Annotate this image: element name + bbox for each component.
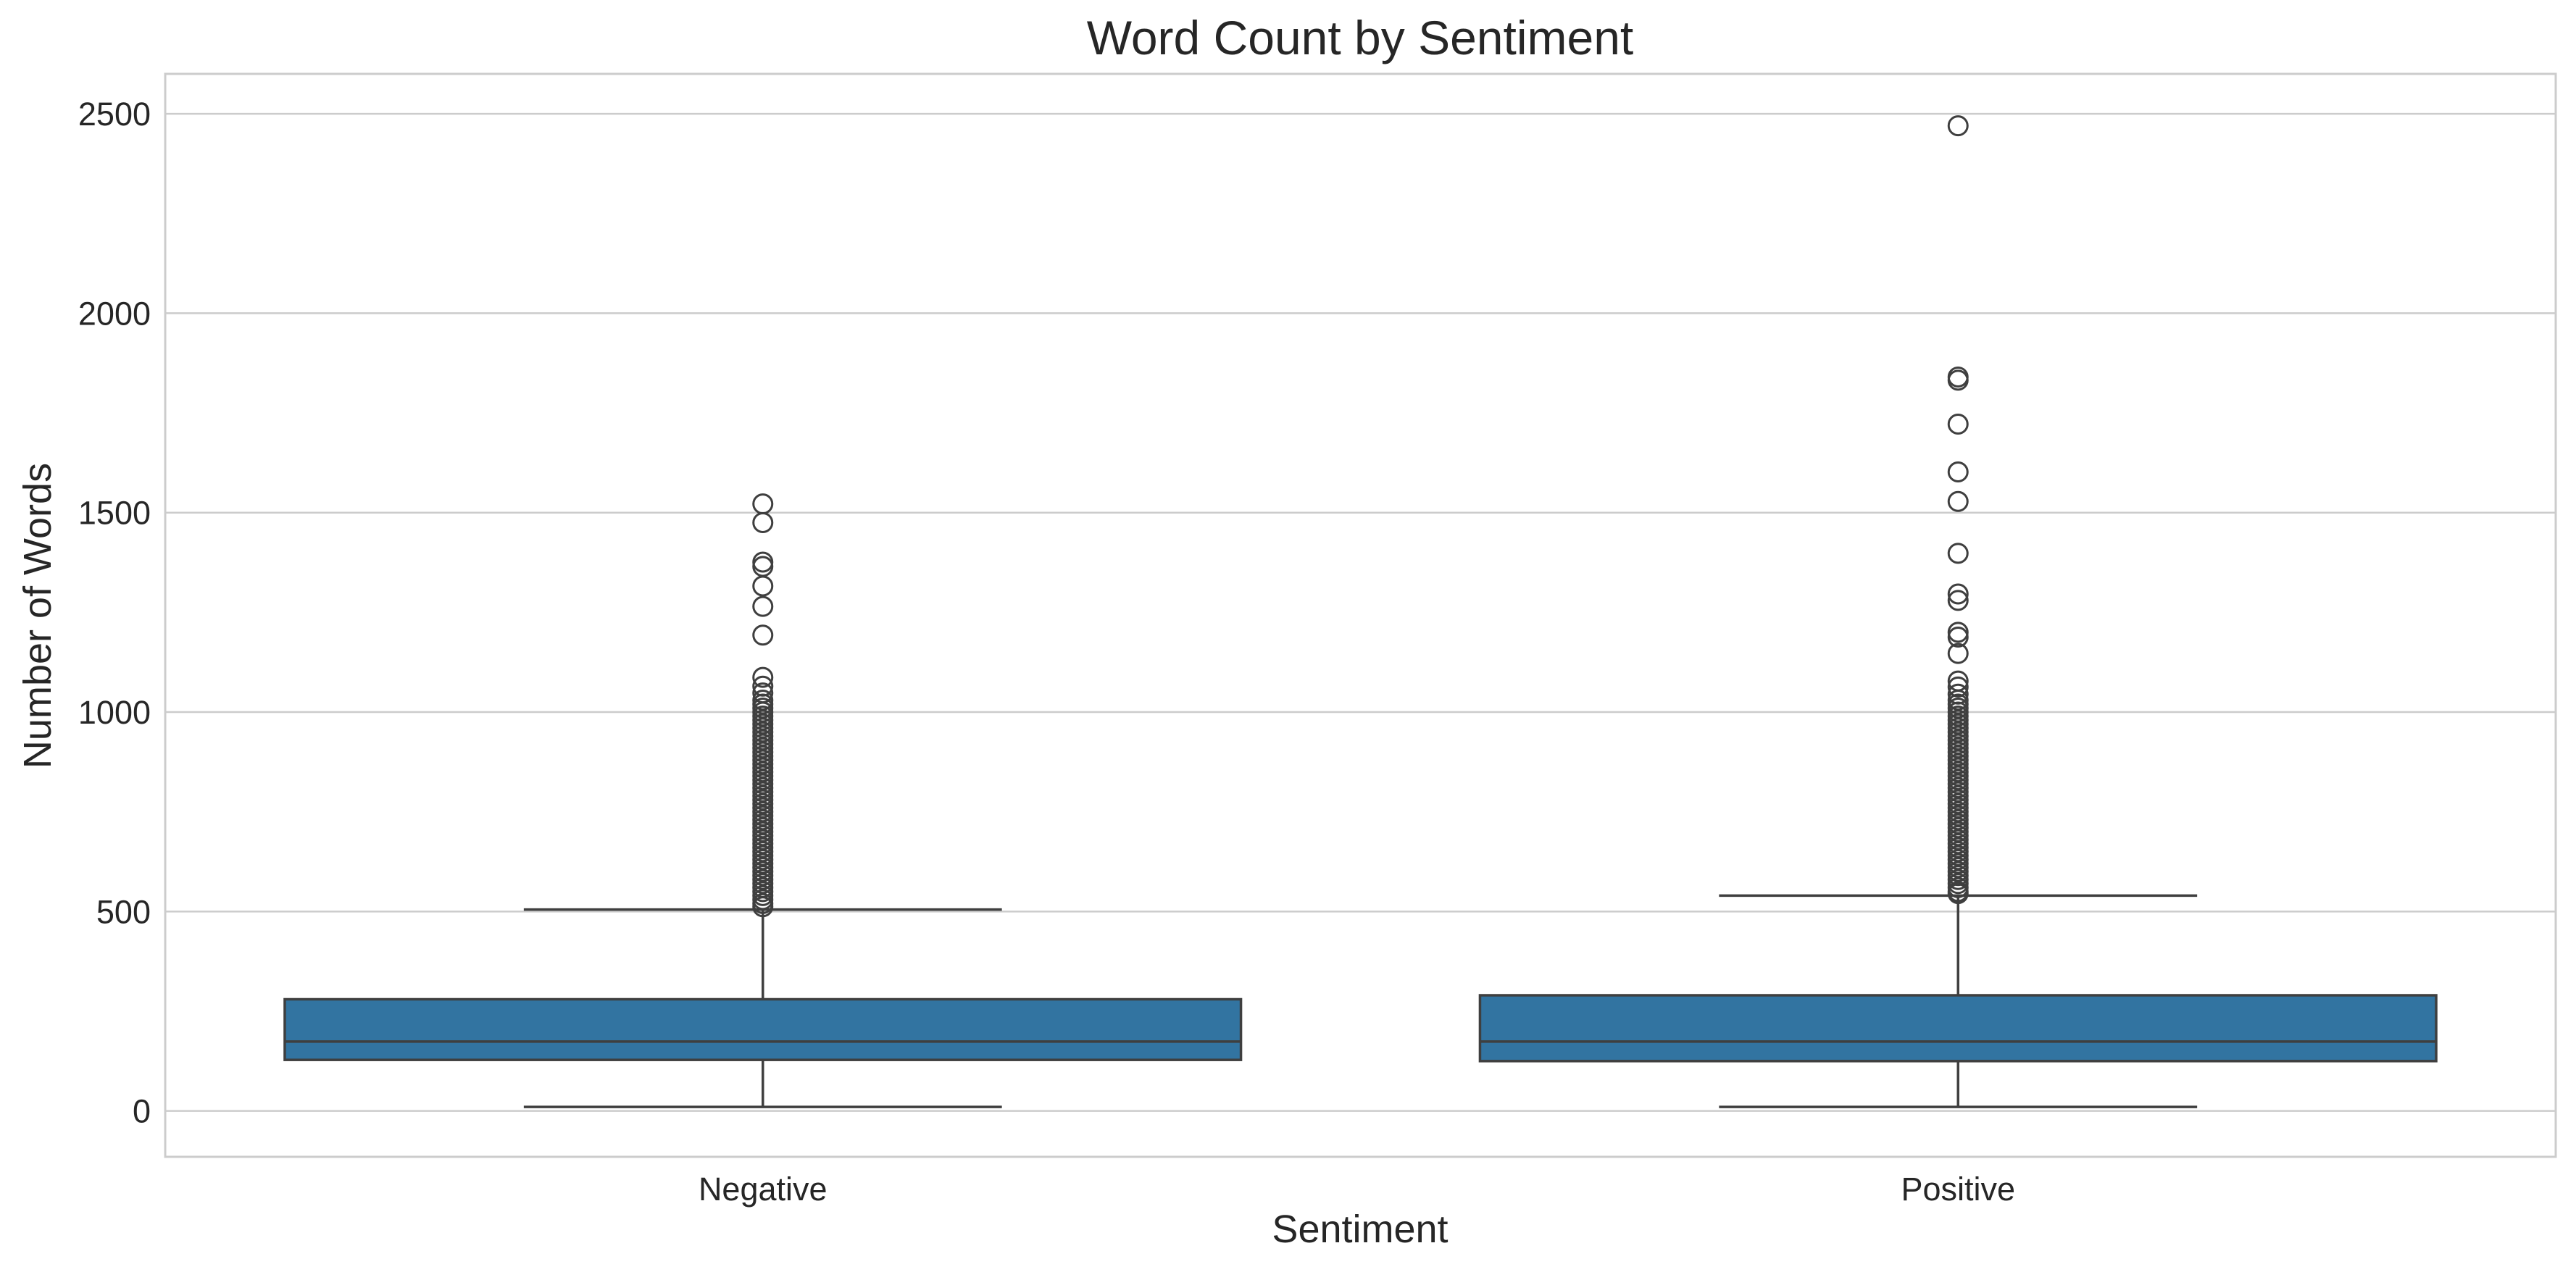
outlier-point	[1947, 622, 1969, 643]
y-tick-label: 1000	[78, 694, 151, 731]
plot-layer	[283, 115, 2438, 1108]
x-axis-label: Sentiment	[1272, 1208, 1448, 1251]
plot-frame	[164, 72, 2557, 1158]
iqr-box	[283, 997, 1243, 1061]
outlier-point	[752, 511, 774, 533]
outlier-point	[1947, 543, 1969, 564]
outlier-point	[1947, 461, 1969, 483]
x-tick-label: Positive	[1901, 1171, 2015, 1208]
outlier-point	[752, 575, 774, 597]
iqr-box	[1478, 994, 2438, 1063]
outlier-point	[752, 624, 774, 646]
outlier-point	[1947, 883, 1969, 905]
outlier-point	[1947, 369, 1969, 391]
y-tick-label: 500	[96, 893, 151, 930]
outlier-point	[1947, 490, 1969, 512]
outlier-point	[752, 896, 774, 918]
y-axis-label: Number of Words	[16, 463, 59, 769]
outlier-point	[752, 551, 774, 573]
box-positive	[1478, 115, 2438, 1108]
outlier-point	[752, 556, 774, 577]
chart-title: Word Count by Sentiment	[1087, 11, 1634, 64]
box-negative	[283, 493, 1243, 1108]
outlier-point	[1947, 115, 1969, 137]
y-tick-label: 2500	[78, 96, 151, 133]
outlier-point	[1947, 676, 1969, 698]
y-tick-label: 0	[133, 1093, 151, 1130]
x-tick-labels: Negative Positive	[699, 1171, 2015, 1208]
y-tick-label: 2000	[78, 295, 151, 332]
y-tick-labels: 0 500 1000 1500 2000 2500	[78, 96, 151, 1130]
outlier-point	[1947, 583, 1969, 605]
outlier-point	[1947, 590, 1969, 611]
outlier-point	[1947, 627, 1969, 648]
outlier-point	[752, 666, 774, 688]
y-tick-label: 1500	[78, 495, 151, 532]
grid-layer	[165, 112, 2556, 1112]
x-tick-label: Negative	[699, 1171, 828, 1208]
outlier-point	[1947, 413, 1969, 435]
outlier-point	[1947, 643, 1969, 664]
outlier-point	[752, 493, 774, 515]
outlier-point	[752, 595, 774, 617]
